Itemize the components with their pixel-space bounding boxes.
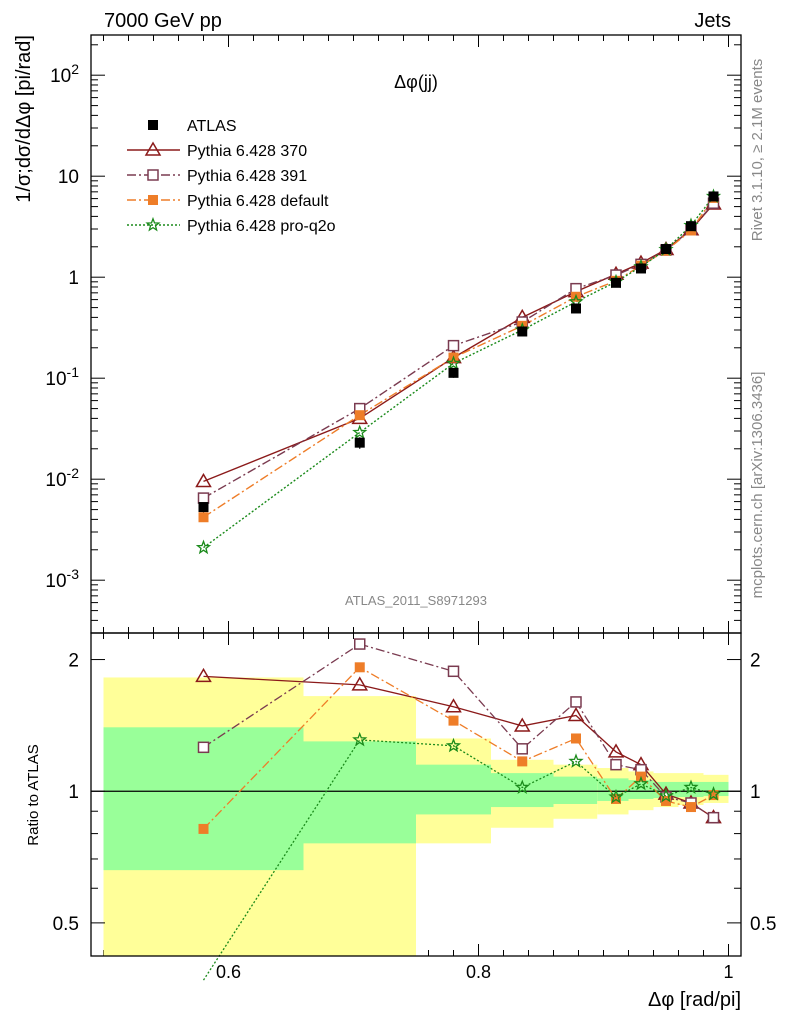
- data-point-atlas: [198, 502, 209, 513]
- data-point-atlas: [611, 277, 621, 288]
- y-tick-label: 10: [58, 167, 79, 188]
- legend-marker-atlas: [148, 120, 158, 130]
- ratio-y-tick-label: 1: [68, 782, 79, 803]
- data-point-atlas: [636, 263, 646, 274]
- series-line-pythia-6-428-default: [203, 197, 715, 518]
- x-axis-label: Δφ [rad/pi]: [648, 989, 741, 1011]
- analysis-label: ATLAS_2011_S8971293: [345, 593, 487, 608]
- legend-marker-pythia-6-428-370: [144, 141, 162, 156]
- ratio-y-tick-label-right: 1: [750, 782, 761, 803]
- uncertainty-band-inner: [416, 764, 491, 815]
- main-panel: 10-3 10-2 10-1 1 10 102 Δφ(jj) ATLAS_2011_S8971…: [13, 34, 742, 956]
- ratio-point-pythia-6-428-pro-q2o: [445, 737, 462, 753]
- ratio-point-pythia-6-428-370: [607, 743, 625, 758]
- ratio-point-pythia-6-428-391: [447, 665, 460, 678]
- y-tick-label: 10-3: [45, 566, 79, 592]
- legend-label: Pythia 6.428 370: [187, 143, 307, 160]
- data-point-atlas: [354, 437, 365, 448]
- ratio-point-pythia-6-428-391: [707, 811, 720, 824]
- y-tick-label: 10-1: [45, 364, 79, 390]
- y-tick-label: 102: [50, 61, 79, 87]
- legend-marker-pythia-6-428-default: [148, 195, 158, 205]
- data-point-pythia-6-428-pro-q2o: [352, 424, 368, 440]
- data-point-atlas: [517, 326, 528, 337]
- ratio-point-pythia-6-428-default: [198, 823, 209, 834]
- series-line-pythia-6-428-pro-q2o: [203, 196, 715, 549]
- ratio-point-pythia-6-428-pro-q2o: [608, 788, 624, 804]
- ratio-point-pythia-6-428-391: [570, 696, 582, 708]
- ratio-point-pythia-6-428-391: [516, 743, 528, 755]
- data-point-atlas: [661, 244, 671, 255]
- ratio-point-pythia-6-428-391: [610, 758, 622, 771]
- ratio-panel: 0.6 0.8 1 0.5 0.5 1 1 2 2 Ratio to ATLAS Δφ [rad/p…: [25, 632, 776, 1011]
- ratio-line-pythia-6-428-pro-q2o: [202, 739, 714, 981]
- ratio-point-pythia-6-428-default: [661, 795, 671, 806]
- ratio-point-pythia-6-428-pro-q2o: [658, 787, 674, 803]
- data-point-atlas: [448, 367, 459, 378]
- mcplots-label: mcplots.cern.ch [arXiv:1306.3436]: [749, 372, 766, 599]
- data-point-pythia-6-428-pro-q2o: [445, 355, 462, 370]
- y-tick-label: 10-2: [45, 465, 79, 491]
- ratio-y-tick-label-right: 2: [750, 651, 761, 672]
- y-axis-label: 1/σ;dσ/dΔφ [pi/rad]: [13, 35, 35, 203]
- data-point-atlas: [571, 303, 581, 314]
- ratio-point-pythia-6-428-391: [197, 741, 210, 754]
- series-line-pythia-6-428-370: [203, 203, 715, 483]
- data-point-pythia-6-428-default: [198, 512, 209, 523]
- ratio-point-pythia-6-428-default: [571, 733, 581, 744]
- ratio-y-axis-label: Ratio to ATLAS: [25, 744, 42, 845]
- series-line-pythia-6-428-391: [203, 202, 715, 499]
- ratio-point-pythia-6-428-pro-q2o: [568, 753, 584, 768]
- ratio-frame: [90, 632, 742, 957]
- ratio-point-pythia-6-428-default: [448, 715, 459, 726]
- ratio-point-pythia-6-428-pro-q2o: [352, 731, 368, 747]
- ratio-line-pythia-6-428-default: [203, 666, 714, 830]
- data-point-pythia-6-428-default: [517, 320, 528, 331]
- ratio-point-pythia-6-428-default: [354, 662, 365, 673]
- header-left: 7000 GeV pp: [104, 10, 222, 32]
- uncertainty-band-inner: [628, 780, 654, 799]
- x-tick-label: 0.8: [466, 962, 491, 982]
- ratio-point-pythia-6-428-default: [708, 790, 719, 801]
- ratio-point-pythia-6-428-pro-q2o: [705, 786, 722, 801]
- legend-marker-pythia-6-428-391: [147, 169, 159, 181]
- ratio-point-pythia-6-428-default: [686, 802, 696, 813]
- header-right: Jets: [694, 10, 731, 32]
- ratio-point-pythia-6-428-370: [445, 698, 462, 713]
- rivet-version-label: Rivet 3.1.10, ≥ 2.1M events: [749, 59, 766, 242]
- legend: ATLAS Pythia 6.428 370 Pythia 6.428 391 Pyt…: [127, 118, 336, 235]
- data-point-atlas: [708, 191, 719, 202]
- ratio-line-pythia-6-428-391: [203, 643, 714, 819]
- x-tick-label: 0.6: [216, 962, 241, 982]
- data-point-pythia-6-428-391: [447, 339, 460, 352]
- ratio-point-pythia-6-428-default: [517, 756, 528, 767]
- legend-label: Pythia 6.428 default: [187, 193, 329, 210]
- y-tick-label: 1: [68, 268, 79, 289]
- ratio-point-pythia-6-428-370: [195, 667, 212, 683]
- data-point-pythia-6-428-default: [354, 410, 365, 421]
- ratio-point-pythia-6-428-pro-q2o: [514, 779, 530, 795]
- legend-label: Pythia 6.428 pro-q2o: [187, 218, 336, 235]
- data-point-pythia-6-428-pro-q2o: [195, 539, 212, 555]
- ratio-point-pythia-6-428-391: [354, 638, 366, 650]
- legend-marker-pythia-6-428-pro-q2o: [145, 216, 161, 232]
- x-tick-label: 1: [723, 962, 733, 982]
- legend-label: ATLAS: [187, 118, 237, 135]
- ratio-point-pythia-6-428-370: [513, 717, 531, 732]
- ratio-point-pythia-6-428-370: [351, 676, 369, 691]
- plot-title: Δφ(jj): [394, 72, 438, 92]
- ratio-y-tick-label-right: 0.5: [750, 914, 776, 935]
- data-point-pythia-6-428-391: [197, 492, 210, 504]
- data-point-atlas: [686, 221, 696, 232]
- uncertainty-band-inner: [553, 776, 598, 804]
- ratio-point-pythia-6-428-pro-q2o: [683, 779, 699, 794]
- ratio-point-pythia-6-428-pro-q2o: [633, 775, 649, 791]
- ratio-y-tick-label: 2: [68, 651, 79, 672]
- data-point-pythia-6-428-370: [195, 472, 212, 488]
- ratio-point-pythia-6-428-370: [567, 706, 585, 722]
- uncertainty-band-inner: [303, 741, 416, 844]
- ratio-y-tick-label: 0.5: [53, 914, 79, 935]
- legend-label: Pythia 6.428 391: [187, 168, 307, 185]
